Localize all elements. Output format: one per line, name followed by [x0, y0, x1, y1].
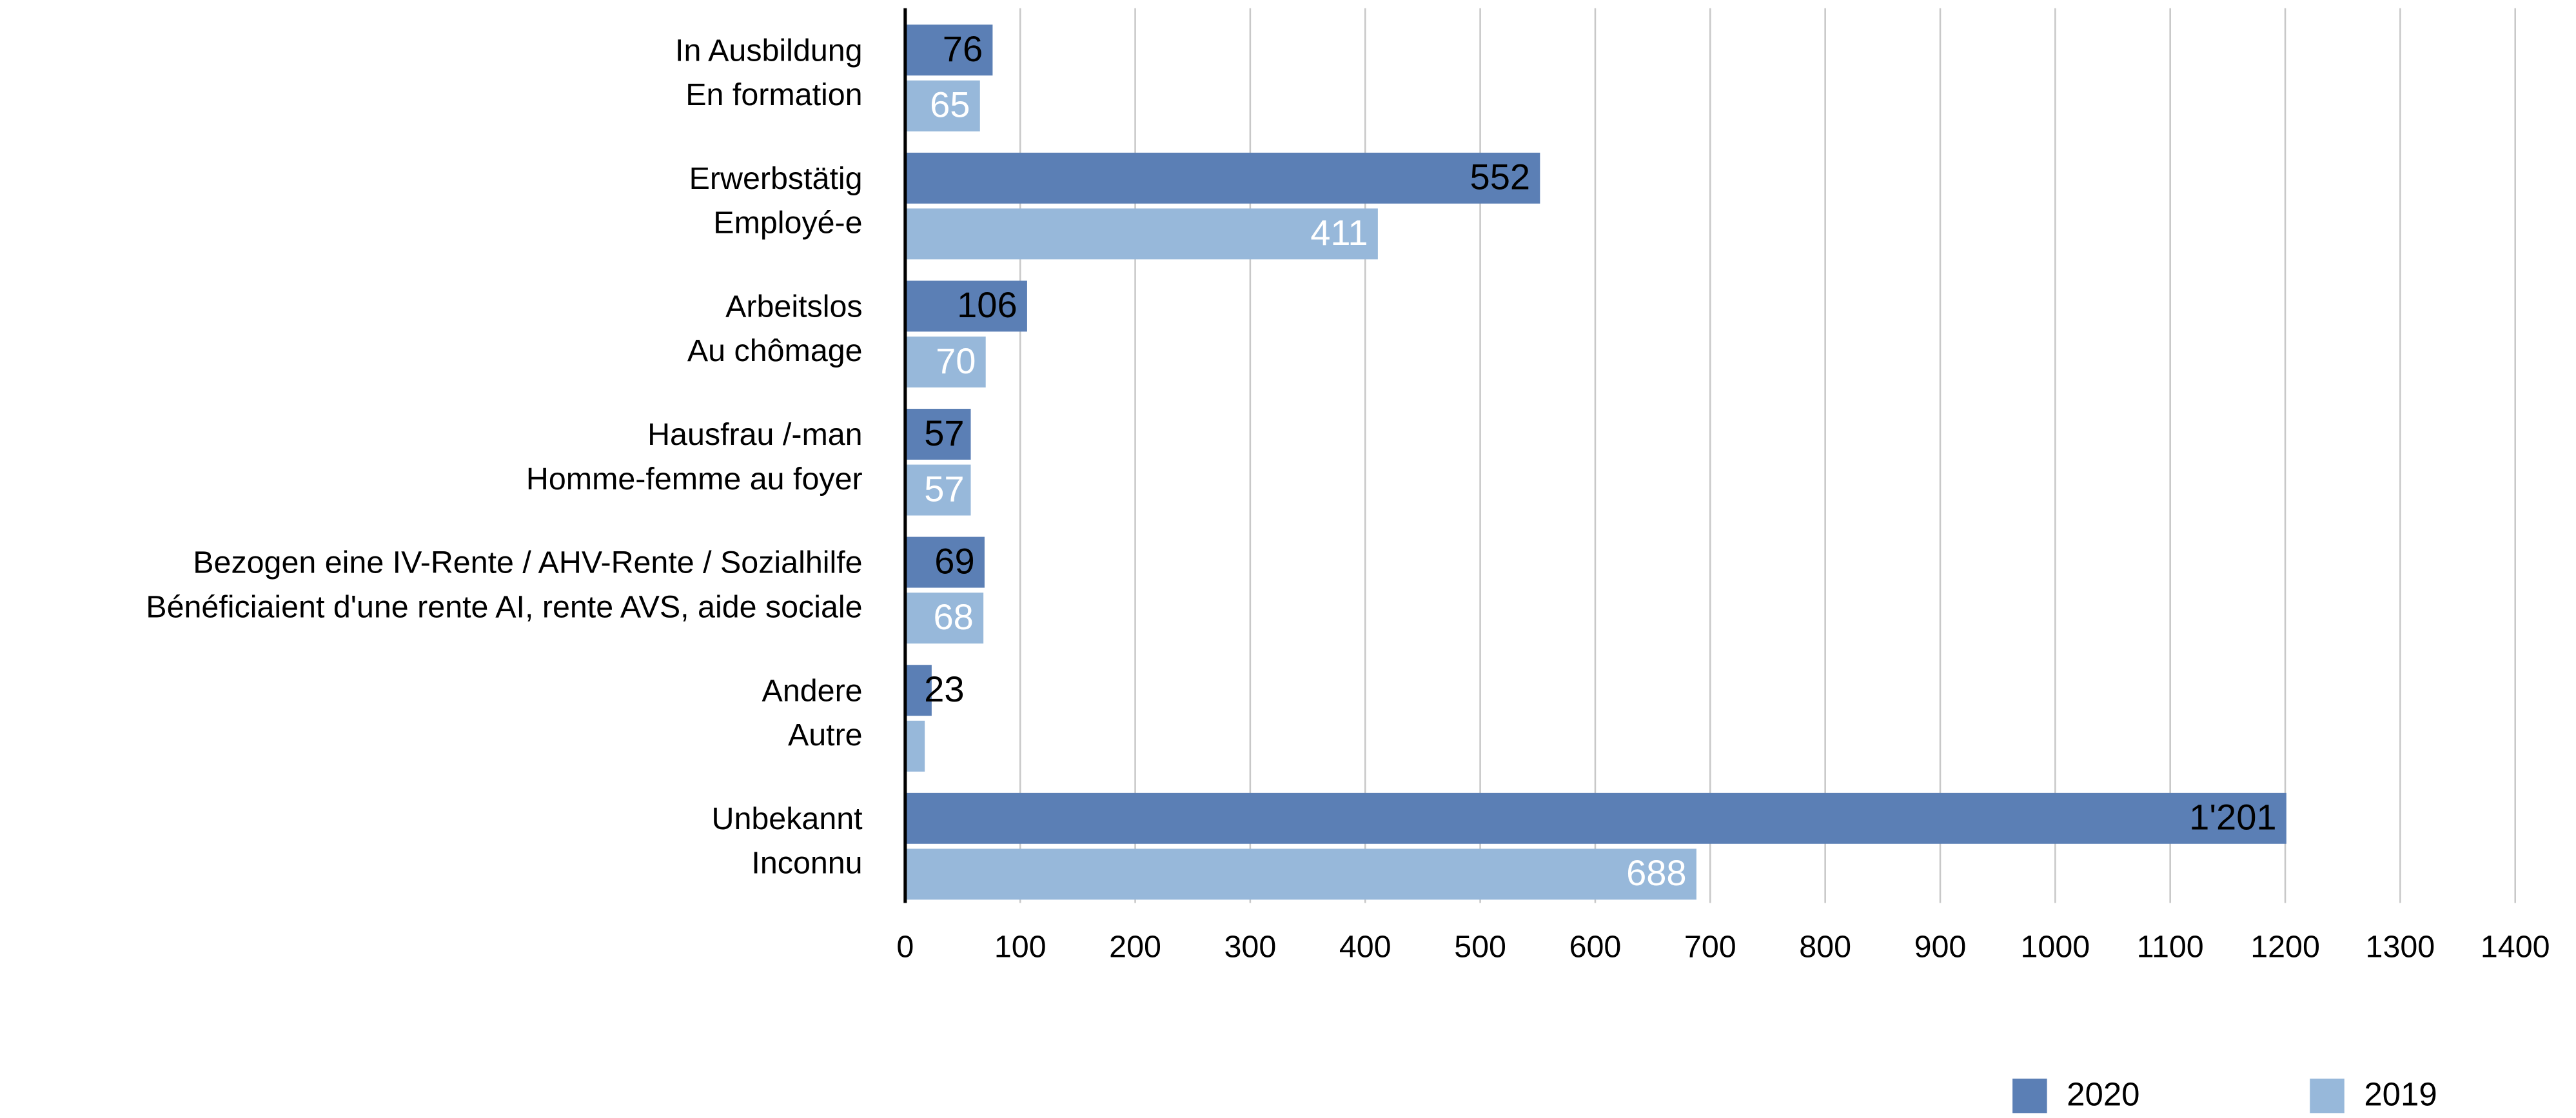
legend-label: 2019	[2364, 1075, 2437, 1112]
x-tick-label: 1200	[2250, 930, 2320, 965]
data-label: 68	[934, 596, 974, 637]
data-label: 1'201	[2189, 797, 2276, 838]
bar	[905, 464, 971, 516]
bar	[905, 208, 1378, 260]
x-tick-label: 500	[1454, 930, 1506, 965]
legend-swatch	[2310, 1078, 2345, 1113]
category-label: Inconnu	[751, 846, 862, 881]
data-label: 70	[936, 340, 976, 381]
bar	[905, 665, 932, 716]
x-tick-label: 600	[1569, 930, 1622, 965]
data-label: 552	[1470, 157, 1530, 197]
x-tick-label: 300	[1224, 930, 1277, 965]
x-tick-label: 1000	[2021, 930, 2090, 965]
x-tick-label: 100	[994, 930, 1047, 965]
bar	[905, 80, 980, 132]
x-tick-label: 0	[896, 930, 914, 965]
data-label: 411	[1310, 212, 1368, 253]
category-label: Employé-e	[713, 206, 862, 240]
category-label: Bezogen eine IV-Rente / AHV-Rente / Sozi…	[193, 545, 862, 580]
bar	[905, 152, 1540, 204]
x-tick-label: 1100	[2137, 930, 2204, 965]
x-tick-label: 1400	[2481, 930, 2550, 965]
bar	[905, 720, 925, 772]
bar	[905, 792, 2286, 844]
bar	[905, 536, 985, 588]
bar	[905, 409, 971, 460]
category-label: Hausfrau /-man	[647, 417, 862, 452]
category-label: Bénéficiaient d'une rente AI, rente AVS,…	[146, 589, 862, 624]
category-label: Andere	[762, 673, 863, 708]
category-label: Erwerbstätig	[689, 161, 863, 196]
data-label: 76	[943, 28, 983, 69]
x-tick-label: 400	[1339, 930, 1391, 965]
category-label: En formation	[685, 77, 862, 112]
bar	[905, 593, 984, 644]
x-tick-label: 1300	[2366, 930, 2435, 965]
bar	[905, 25, 993, 76]
legend-label: 2020	[2067, 1075, 2139, 1112]
category-label: Autre	[788, 718, 863, 752]
category-label: In Ausbildung	[675, 33, 863, 68]
x-tick-label: 200	[1109, 930, 1161, 965]
data-label: 106	[957, 284, 1017, 325]
data-label: 23	[924, 669, 964, 709]
x-tick-label: 700	[1684, 930, 1736, 965]
bar	[905, 280, 1027, 332]
data-label: 57	[924, 468, 964, 509]
category-label: Au chômage	[687, 333, 863, 368]
bar	[905, 848, 1696, 900]
category-label: Homme-femme au foyer	[526, 462, 863, 496]
data-label: 69	[934, 540, 974, 581]
x-tick-label: 800	[1799, 930, 1851, 965]
bar	[905, 336, 986, 387]
category-label: Unbekannt	[712, 801, 863, 836]
data-label: 65	[930, 84, 970, 125]
data-label: 57	[924, 413, 964, 453]
data-label: 688	[1626, 852, 1686, 893]
x-tick-label: 900	[1914, 930, 1967, 965]
category-label: Arbeitslos	[725, 289, 862, 324]
legend-swatch	[2012, 1078, 2047, 1113]
